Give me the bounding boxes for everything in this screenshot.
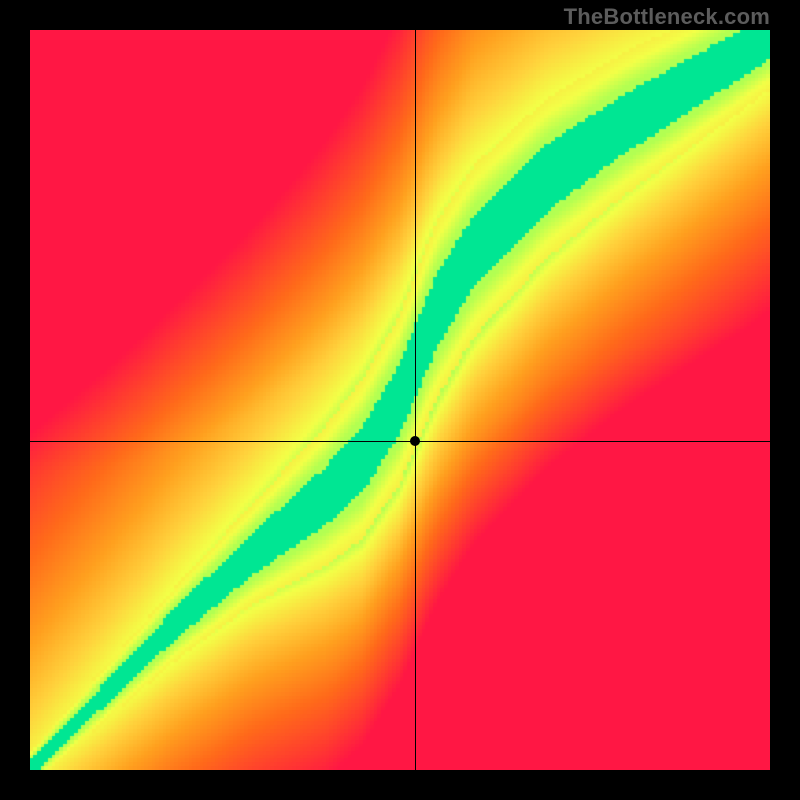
heatmap-canvas [30,30,770,770]
crosshair-vertical [415,30,416,770]
chart-frame: TheBottleneck.com [0,0,800,800]
crosshair-dot [410,436,420,446]
watermark-text: TheBottleneck.com [564,4,770,30]
plot-area [30,30,770,770]
crosshair-horizontal [30,441,770,442]
